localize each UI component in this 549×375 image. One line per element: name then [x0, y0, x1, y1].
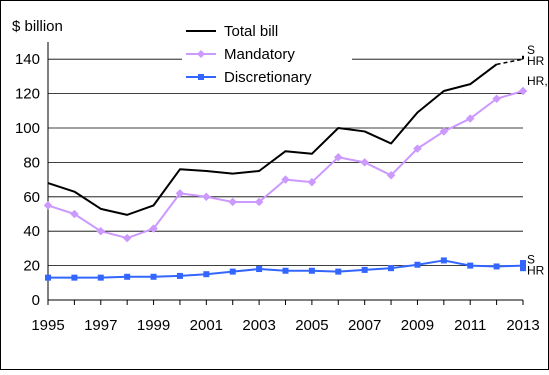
series-line-0: [47, 63, 498, 216]
series-discretionary: [45, 257, 526, 281]
y-tick-label-40: 40: [23, 223, 40, 240]
data-point-1995: [43, 201, 53, 210]
data-point-2009: [414, 261, 421, 268]
y-tick-label-0: 0: [32, 292, 40, 309]
data-point-2005: [307, 177, 317, 187]
data-point-2007: [360, 158, 370, 167]
proposal-point-1: [520, 265, 526, 272]
x-tick-label-2013: 2013: [506, 317, 539, 334]
series-mandatory: [43, 86, 528, 243]
data-point-1996: [70, 209, 79, 219]
data-point-2003: [256, 266, 263, 273]
legend-label: Discretionary: [224, 69, 312, 86]
legend-bg: [182, 20, 352, 40]
data-point-2009: [413, 144, 422, 153]
annotation-total-s-hr: S HR: [527, 43, 545, 68]
legend-bg: [182, 43, 352, 63]
data-point-2002: [228, 197, 238, 207]
data-point-2001: [203, 271, 210, 278]
annotation-main: S: [527, 43, 535, 57]
data-point-2010: [440, 257, 447, 264]
legend-marker-square: [198, 74, 204, 80]
data-point-2011: [465, 114, 475, 123]
data-point-2003: [254, 197, 264, 207]
x-tick-label-1999: 1999: [137, 317, 170, 334]
x-tick-label-2003: 2003: [242, 317, 275, 334]
y-tick-label-80: 80: [23, 154, 40, 171]
data-point-1997: [97, 274, 104, 281]
legend-item-discretionary: Discretionary: [182, 66, 352, 86]
y-tick-label-120: 120: [15, 86, 40, 103]
y-tick-label-100: 100: [15, 120, 40, 137]
data-point-2004: [281, 175, 290, 184]
data-point-2011: [467, 262, 474, 269]
annotation-main: S: [527, 253, 535, 267]
series-proposal-dashed-0: [496, 58, 524, 66]
data-point-2013: [518, 86, 528, 96]
gridlines: [48, 58, 523, 267]
legend-item-mandatory: Mandatory: [182, 43, 352, 63]
x-tick-label-2005: 2005: [295, 317, 328, 334]
x-tick-label-2001: 2001: [190, 317, 223, 334]
data-point-2000: [176, 272, 183, 279]
data-point-1995: [45, 274, 51, 281]
data-point-1998: [124, 273, 131, 280]
series-group: [43, 55, 528, 281]
annotation-sub: HR: [527, 264, 545, 278]
axes: 0 20 40 60 80 100 120 140 1995 1997 1999 2001 2003 20…: [15, 42, 540, 334]
data-point-1996: [71, 274, 78, 281]
data-point-2005: [308, 267, 315, 274]
data-point-1997: [96, 226, 106, 236]
x-tick-label-1995: 1995: [31, 317, 64, 334]
data-point-2012: [493, 263, 500, 270]
y-tick-label-60: 60: [23, 189, 40, 206]
x-tick-label-2009: 2009: [401, 317, 434, 334]
legend: Total bill Mandatory Discretionary: [182, 20, 352, 86]
annotation-mandatory-hr-s: HR,S: [527, 74, 549, 88]
legend-label: Total bill: [224, 23, 278, 40]
data-point-2007: [361, 266, 368, 273]
series-total-bill: [47, 55, 524, 216]
data-point-1999: [149, 224, 158, 233]
data-point-2000: [175, 189, 185, 198]
x-tick-label-2011: 2011: [454, 317, 486, 334]
data-point-2004: [282, 267, 289, 274]
y-tick-label-20: 20: [23, 258, 40, 275]
data-point-1998: [122, 233, 132, 243]
data-point-2006: [333, 152, 343, 162]
data-point-2006: [335, 268, 342, 275]
annotation-discretionary-s-hr: S HR: [527, 253, 545, 278]
data-point-2008: [386, 170, 396, 180]
x-tick-label-1997: 1997: [84, 317, 117, 334]
proposal-point-0: [520, 260, 526, 267]
data-point-2008: [388, 265, 395, 272]
data-point-2002: [229, 268, 236, 275]
data-point-2001: [201, 192, 211, 202]
y-axis-title: $ billion: [12, 18, 63, 35]
annotation-sub: HR: [527, 54, 545, 68]
legend-label: Mandatory: [224, 46, 295, 63]
data-point-2012: [492, 94, 501, 104]
data-point-1999: [150, 273, 157, 280]
legend-marker-diamond: [197, 50, 205, 58]
y-tick-label-140: 140: [15, 51, 40, 68]
x-tick-label-2007: 2007: [348, 317, 381, 334]
legend-bg: [182, 66, 352, 86]
data-point-2010: [439, 127, 449, 136]
legend-item-total-bill: Total bill: [182, 20, 352, 40]
